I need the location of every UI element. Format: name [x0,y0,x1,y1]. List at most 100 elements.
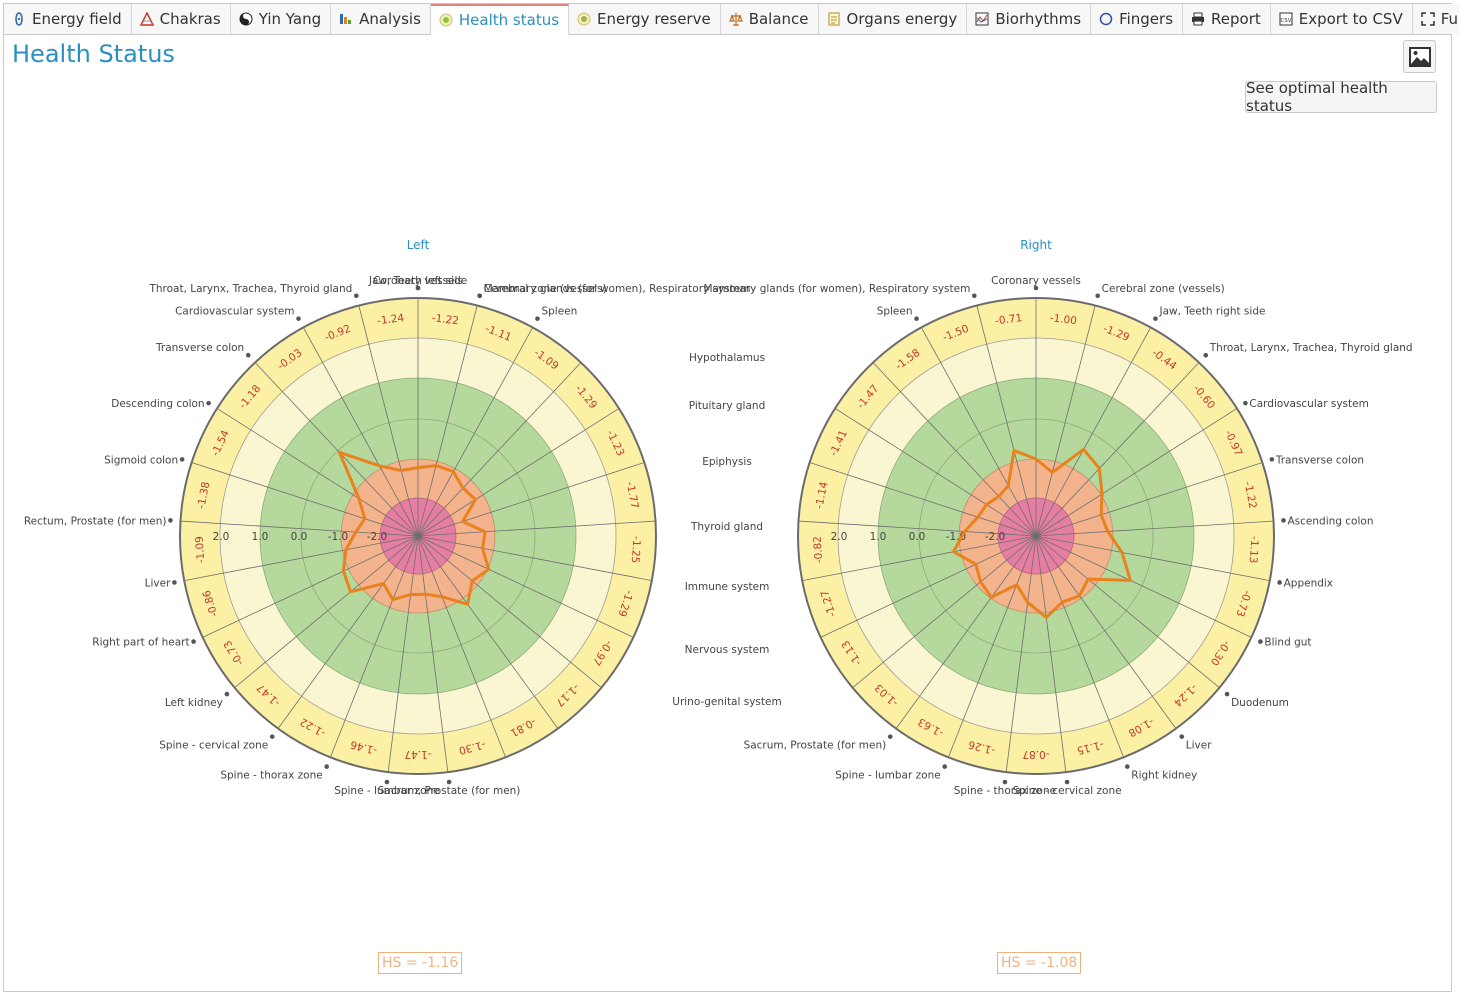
category-marker [269,734,275,739]
middle-organ-label: Urino-genital system [672,696,781,708]
tab-label: Fingers [1119,10,1174,28]
tab-organs-energy[interactable]: Organs energy [818,4,968,34]
tab-full-screen[interactable]: Full screen [1412,4,1459,34]
category-label: Spleen [541,306,577,318]
value-label: -1.22 [431,312,459,327]
spoke [1035,408,1238,537]
middle-organ-label: Hypothalamus [689,352,765,364]
category-label: Throat, Larynx, Trachea, Thyroid gland [1209,342,1413,354]
category-label: Spine - thorax zone [954,785,1056,797]
category-marker [354,293,359,299]
category-marker [1033,285,1039,291]
spoke [191,462,419,537]
category-label: Transverse colon [1275,454,1364,466]
category-label: Jaw, Teeth left side [368,275,467,287]
image-icon [1408,46,1431,67]
category-marker [535,316,540,321]
spoke [387,535,419,773]
category-marker [1269,457,1275,462]
value-label: -1.24 [376,312,405,327]
spoke [798,520,1037,537]
category-label: Liver [1186,740,1212,752]
fingers-icon [1099,12,1113,26]
category-label: Spine - thorax zone [220,770,322,782]
tab-balance[interactable]: Balance [720,4,819,34]
tab-chakras[interactable]: Chakras [131,4,231,34]
spoke [834,408,1037,537]
scale-label: -2.0 [985,531,1006,543]
spoke [976,305,1037,537]
category-marker [1153,316,1158,321]
spoke [417,535,506,758]
value-label: -1.77 [624,481,641,510]
tab-label: Health status [458,11,560,29]
spoke [802,535,1037,581]
spoke [1035,535,1177,729]
spoke [417,535,449,773]
spoke [277,535,419,729]
see-optimal-health-status-button[interactable]: See optimal health status [1245,79,1437,115]
tab-label: Full screen [1440,10,1459,28]
spoke [417,408,620,537]
tab-export-to-csv[interactable]: CSV Export to CSV [1270,4,1413,34]
tab-label: Export to CSV [1298,10,1403,28]
save-image-button[interactable] [1403,40,1436,73]
spoke [417,362,582,537]
spoke [809,462,1037,537]
chakras-icon [139,11,154,26]
tab-label: Organs energy [846,10,958,28]
spoke [302,327,419,537]
tab-fingers[interactable]: Fingers [1091,4,1184,34]
middle-organ-label: Immune system [685,581,770,593]
spoke [358,305,419,537]
category-marker [446,779,452,785]
spoke [1035,462,1263,537]
category-label: Jaw, Teeth right side [1158,306,1265,318]
category-label: Sacrum, Prostate (for men) [744,740,887,752]
spoke [216,408,419,537]
spoke [820,535,1037,638]
health-series-line [337,450,491,606]
tab-report[interactable]: Report [1183,4,1271,34]
spoke [895,535,1037,729]
tab-analysis[interactable]: Analysis [331,4,431,34]
print-icon [1191,12,1205,26]
category-marker [224,691,230,697]
category-marker [1277,580,1282,585]
category-label: Rectum, Prostate (for men) [24,515,167,527]
spoke [330,535,419,758]
spoke [1035,535,1252,638]
spoke [417,327,534,537]
scale-label: 1.0 [252,531,269,543]
tab-energy-reserve[interactable]: Energy reserve [569,4,721,34]
value-label: -1.09 [194,536,208,564]
category-label: Spine - cervical zone [159,740,268,752]
analysis-icon [339,12,353,26]
energy-field-icon [12,12,26,26]
spoke [1005,535,1037,773]
tab-label: Energy reserve [597,10,711,28]
value-label: -1.22 [1242,481,1259,510]
tab-yin-yang[interactable]: Yin Yang [230,4,332,34]
category-label: Sacrum, Prostate (for men) [378,785,521,797]
category-marker [384,779,390,785]
value-label: -1.14 [813,480,830,509]
health-status-icon [439,13,453,27]
category-label: Blind gut [1264,637,1311,649]
tab-health-status[interactable]: Health status [430,4,570,35]
tab-biorhythms[interactable]: Biorhythms [967,4,1092,34]
category-marker [1002,779,1008,785]
spoke [948,535,1037,758]
page-title: Health Status [12,40,175,68]
category-label: Sigmoid colon [104,454,178,466]
category-marker [914,316,919,321]
tab-energy-field[interactable]: Energy field [4,4,132,34]
category-label: Spine - lumbar zone [835,770,940,782]
spoke [1035,305,1096,537]
category-marker [415,285,421,291]
category-marker [296,316,301,321]
value-label: -1.00 [1049,312,1077,327]
category-label: Cardiovascular system [175,306,294,318]
category-label: Spleen [877,306,913,318]
svg-text:CSV: CSV [1280,18,1291,24]
